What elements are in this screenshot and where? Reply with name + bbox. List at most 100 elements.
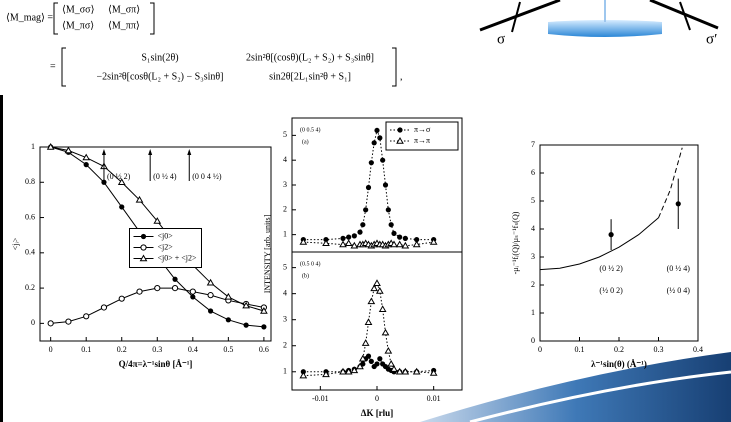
marker bbox=[380, 157, 386, 163]
marker bbox=[364, 318, 373, 326]
marker bbox=[171, 284, 179, 292]
marker bbox=[429, 238, 438, 245]
marker bbox=[360, 222, 366, 228]
marker bbox=[387, 359, 396, 367]
marker bbox=[675, 201, 681, 207]
series-line bbox=[539, 217, 659, 271]
panel-tag: (a) bbox=[302, 138, 309, 145]
y-tick-label: 2 bbox=[283, 341, 287, 350]
marker bbox=[395, 240, 404, 248]
marker bbox=[207, 292, 214, 299]
marker bbox=[344, 239, 353, 247]
x-tick-label: 0 bbox=[49, 345, 53, 354]
marker bbox=[401, 241, 410, 249]
y-axis-label: INTENSITY [arb. units] bbox=[263, 214, 272, 293]
marker bbox=[101, 179, 107, 185]
y-tick-label: 5 bbox=[531, 196, 535, 205]
x-tick-label: 0.4 bbox=[693, 345, 703, 354]
legend-marker bbox=[396, 136, 404, 144]
x-axis-label: λ⁻¹sin(θ) (Å⁻¹) bbox=[591, 359, 647, 369]
swoosh bbox=[420, 352, 731, 422]
x-tick-label: 0 bbox=[538, 345, 542, 354]
y-tick-label: 4 bbox=[283, 155, 287, 164]
marker bbox=[189, 288, 196, 295]
marker bbox=[390, 365, 398, 372]
x-axis-label: Q/4π=λ⁻¹sinθ [Å⁻¹] bbox=[119, 359, 193, 369]
matrix-cell: ⟨M_σπ⟩ bbox=[108, 4, 140, 15]
y-tick-label: 7 bbox=[531, 140, 535, 149]
y-tick-label: 1 bbox=[31, 142, 35, 151]
matrix-bracket bbox=[61, 47, 397, 87]
polarization-arrow bbox=[511, 1, 521, 33]
swoosh-highlight bbox=[469, 370, 731, 422]
marker bbox=[608, 232, 614, 238]
marker bbox=[83, 162, 89, 168]
y-tick-label: 2 bbox=[283, 205, 287, 214]
marker bbox=[367, 297, 376, 305]
y-tick-label: 0.2 bbox=[25, 283, 35, 292]
legend-marker bbox=[140, 233, 147, 240]
legend-marker bbox=[140, 244, 147, 251]
marker bbox=[350, 366, 359, 374]
marker bbox=[356, 362, 364, 370]
x-tick-label: 0.2 bbox=[614, 345, 624, 354]
marker bbox=[83, 313, 90, 320]
legend-label: <j2> bbox=[158, 242, 174, 251]
marker bbox=[261, 324, 267, 330]
y-tick-label: 1 bbox=[531, 308, 535, 317]
legend-label: π→π bbox=[414, 136, 430, 145]
marker bbox=[382, 182, 389, 188]
diagram-label: σ bbox=[497, 31, 505, 47]
marker bbox=[358, 354, 367, 362]
annotation: (0 ½ 4) bbox=[153, 172, 177, 181]
marker bbox=[365, 353, 372, 359]
marker bbox=[65, 318, 72, 325]
equation-lhs: ⟨M_mag⟩ = bbox=[6, 12, 53, 23]
marker bbox=[47, 320, 54, 327]
matrix-bracket bbox=[53, 2, 155, 35]
marker bbox=[207, 308, 214, 314]
marker bbox=[401, 367, 410, 375]
y-axis-label: -μᵢ⁻¹fᵢ(Q)/μₛ⁻¹fₛ(Q) bbox=[511, 211, 520, 274]
detector bbox=[548, 20, 662, 37]
marker bbox=[242, 301, 250, 309]
x-tick-label: 0.3 bbox=[654, 345, 664, 354]
marker bbox=[225, 317, 231, 323]
equals: = bbox=[50, 61, 56, 72]
panel-title: (0.5 0 4) bbox=[300, 260, 321, 267]
marker bbox=[351, 233, 357, 239]
matrix-cell: S₁sin(2θ) bbox=[141, 52, 178, 63]
x-tick-label: 0.1 bbox=[81, 345, 91, 354]
marker bbox=[322, 370, 330, 378]
marker bbox=[190, 294, 196, 300]
y-tick-label: 3 bbox=[283, 180, 287, 189]
y-tick-label: 1 bbox=[283, 367, 287, 376]
x-tick-label: 0.5 bbox=[223, 345, 233, 354]
annotation: (0 ½ 4) bbox=[667, 264, 691, 273]
marker bbox=[299, 238, 308, 245]
marker bbox=[368, 358, 374, 364]
marker bbox=[371, 140, 377, 146]
marker bbox=[414, 236, 420, 243]
marker bbox=[340, 235, 346, 241]
marker bbox=[363, 207, 369, 213]
marker bbox=[206, 278, 215, 286]
marker bbox=[361, 339, 370, 346]
matrix-cell: sin2θ[2L₁sin²θ + S₁] bbox=[269, 71, 351, 82]
matrix-cell: ⟨M_ππ⟩ bbox=[108, 20, 140, 31]
marker bbox=[381, 328, 390, 336]
marker bbox=[391, 230, 397, 236]
x-tick-label: 0.4 bbox=[188, 345, 198, 354]
equations: ⟨M_mag⟩ = ⟨M_σσ⟩ ⟨M_σπ⟩ ⟨M_πσ⟩ ⟨M_ππ⟩ = … bbox=[6, 2, 403, 87]
plot-frame bbox=[539, 144, 699, 342]
marker bbox=[375, 287, 384, 294]
legend-marker bbox=[139, 254, 148, 262]
annotation-arrowhead bbox=[148, 149, 153, 155]
marker bbox=[344, 367, 353, 375]
marker bbox=[117, 178, 126, 185]
annotation: (½ 0 4) bbox=[667, 286, 691, 295]
marker bbox=[350, 241, 359, 249]
legend-box bbox=[385, 121, 459, 151]
matrix-cell: −2sin²θ[cosθ(L₂ + S₂) − S₃sinθ] bbox=[97, 71, 224, 82]
x-tick-label: 0.2 bbox=[117, 345, 127, 354]
